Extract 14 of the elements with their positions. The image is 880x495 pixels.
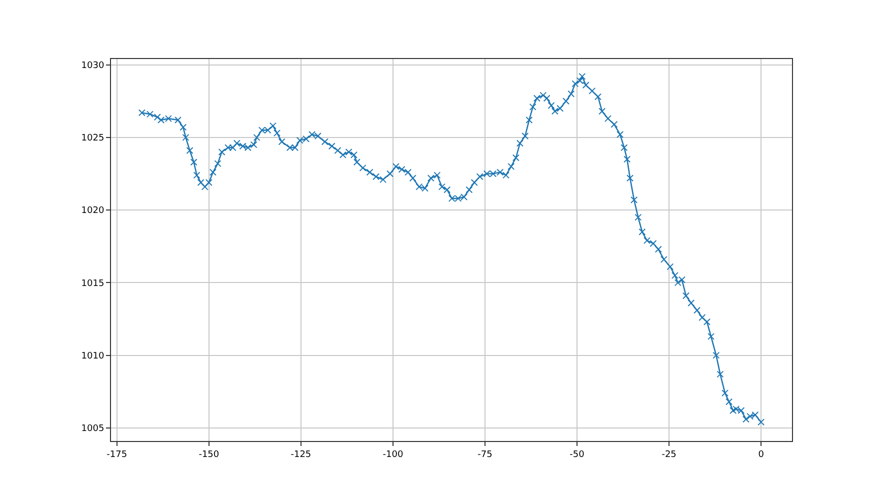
x-tick-label: 0: [758, 450, 764, 460]
y-tick-label: 1030: [81, 60, 104, 71]
y-tick-label: 1015: [81, 278, 104, 289]
x-tick-label: -50: [570, 450, 585, 460]
x-tick-label: -125: [290, 450, 312, 460]
y-tick-label: 1025: [81, 134, 104, 144]
y-tick-label: 1020: [81, 206, 104, 216]
x-tick-label: -75: [478, 450, 492, 460]
y-tick-label: 1005: [81, 424, 104, 434]
y-tick-label: 1010: [81, 351, 104, 362]
x-tick-label: -175: [106, 450, 128, 460]
x-tick-label: -100: [382, 450, 404, 460]
x-tick-label: -150: [198, 450, 220, 460]
x-tick-label: -25: [662, 450, 676, 460]
